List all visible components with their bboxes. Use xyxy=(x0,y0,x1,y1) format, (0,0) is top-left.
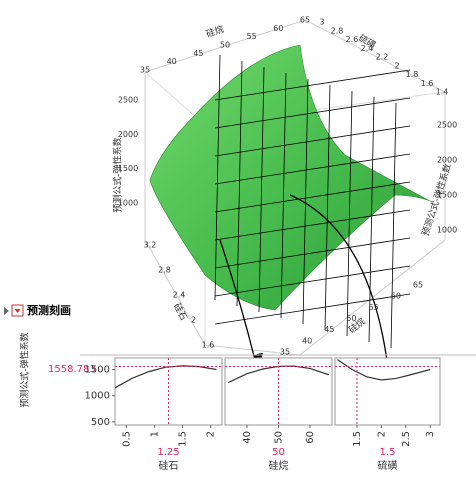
axis-tick-label: 40 xyxy=(167,57,177,66)
x-tick-label: 0.5 xyxy=(121,431,132,447)
axis-tick-label: 1000 xyxy=(437,226,457,235)
axis-tick-label: 2.6 xyxy=(346,35,359,44)
mesh-line xyxy=(390,102,397,349)
axis-tick-label: 2 xyxy=(191,316,196,325)
profiler-title: 预测刻画 xyxy=(27,303,71,317)
axis-tick-label: 45 xyxy=(324,325,334,334)
y-tick-label: 1500 xyxy=(85,365,110,376)
y-tick-label: 500 xyxy=(91,417,110,428)
x-tick-label: 2.5 xyxy=(401,431,412,447)
mesh-line xyxy=(302,78,309,325)
axis-tick-label: 2000 xyxy=(437,156,457,165)
axis-tick-label: 60 xyxy=(391,292,401,301)
x-tick-label: 1.5 xyxy=(178,431,189,447)
axis-tick-label: 35 xyxy=(140,66,150,75)
y-current-value: 1558.783 xyxy=(48,364,96,375)
mesh-line xyxy=(214,209,411,241)
surface xyxy=(149,44,433,311)
disclosure-icon[interactable] xyxy=(4,307,9,315)
menu-icon xyxy=(14,309,21,313)
mesh-line xyxy=(258,66,265,313)
axis-tick-label: 2500 xyxy=(118,96,138,105)
axis-tick-label: 60 xyxy=(273,24,283,33)
axis-tick-label: 50 xyxy=(346,314,356,323)
x-current-value: 50 xyxy=(272,447,285,458)
mesh-line xyxy=(214,181,411,213)
axis-tick-label: 2.8 xyxy=(158,266,171,275)
axis-title: 硅烷 xyxy=(204,23,225,40)
mesh-line xyxy=(214,54,221,301)
axis-tick-label: 3 xyxy=(319,18,324,27)
mesh-line xyxy=(280,72,287,319)
axis-tick-label: 3.2 xyxy=(144,241,157,250)
axis-tick-label: 1500 xyxy=(437,191,457,200)
mesh xyxy=(214,54,411,349)
x-axis-label: 硫磺 xyxy=(378,459,398,472)
axis-tick-label: 2000 xyxy=(118,130,138,139)
arrow xyxy=(219,239,263,365)
mesh-line xyxy=(236,60,243,307)
mesh-line xyxy=(214,293,411,325)
x-tick-label: 2 xyxy=(206,431,217,437)
mesh-line xyxy=(214,153,411,185)
profile-curve xyxy=(337,359,431,381)
axis-tick-label: 2500 xyxy=(437,121,457,130)
axis-tick-label: 1.6 xyxy=(202,341,215,350)
mesh-line xyxy=(368,96,375,343)
axis-tick-label: 1.8 xyxy=(406,70,419,79)
axis-tick-label: 65 xyxy=(300,16,310,25)
x-axis-label: 硅烷 xyxy=(269,459,289,472)
axis-tick-label: 55 xyxy=(247,32,257,41)
y-tick-label: 1000 xyxy=(85,391,110,402)
axis-tick-label: 65 xyxy=(413,281,423,290)
x-tick-label: 1.5 xyxy=(352,431,363,447)
axis-tick-label: 55 xyxy=(369,303,379,312)
y-axis-label: 预测公式-弹性系数 xyxy=(19,332,31,407)
x-axis-label: 硅石 xyxy=(159,459,179,472)
mesh-line xyxy=(324,84,331,331)
mesh-line xyxy=(214,237,411,269)
axis-tick-label: 2.2 xyxy=(376,53,389,62)
surface-plot xyxy=(144,19,446,373)
x-tick-label: 3 xyxy=(425,431,436,437)
mesh-line xyxy=(214,97,411,129)
axis-tick-label: 35 xyxy=(280,348,290,357)
axis-tick-label: 1.6 xyxy=(421,79,434,88)
axis-tick-label: 2 xyxy=(394,61,399,70)
axis-tick-label: 2.4 xyxy=(173,291,186,300)
axis-title: 硅石 xyxy=(171,301,190,323)
axis-tick-label: 2.8 xyxy=(331,26,344,35)
x-tick-label: 50 xyxy=(274,431,285,444)
arrow xyxy=(289,194,397,373)
mesh-line xyxy=(346,90,353,337)
mesh-line xyxy=(214,125,411,157)
axis-title: 预测公式-弹性系数 xyxy=(112,137,124,212)
x-tick-label: 2 xyxy=(376,431,387,437)
axis-tick-label: 1500 xyxy=(118,164,138,173)
x-tick-label: 1 xyxy=(149,431,160,437)
mesh-line xyxy=(214,69,411,101)
axis-tick-label: 2.4 xyxy=(361,44,374,53)
axis-tick-label: 40 xyxy=(302,336,312,345)
profiler-header: 预测刻画 xyxy=(4,303,71,317)
axis-tick-label: 50 xyxy=(220,41,230,50)
axis-tick-label: 45 xyxy=(193,49,203,58)
x-tick-label: 60 xyxy=(305,431,316,444)
x-current-value: 1.5 xyxy=(380,447,396,458)
axis-tick-label: 1000 xyxy=(118,199,138,208)
axis-tick-label: 1.4 xyxy=(436,88,449,97)
x-tick-label: 40 xyxy=(242,431,253,444)
x-current-value: 1.25 xyxy=(157,447,179,458)
mesh-line xyxy=(214,265,411,297)
